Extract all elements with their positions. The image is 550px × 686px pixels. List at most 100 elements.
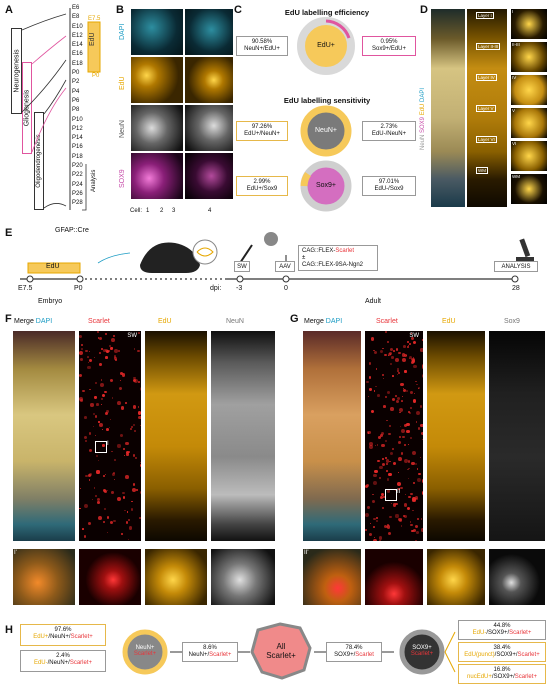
scarlet-speck: [395, 400, 400, 404]
scarlet-speck: [392, 349, 395, 352]
scarlet-speck: [408, 495, 411, 499]
panel-h-shapes: [122, 622, 456, 680]
layer-crops: I II-III IV V VI WM: [510, 8, 548, 208]
scarlet-speck: [398, 456, 403, 461]
scarlet-speck: [373, 538, 377, 541]
scarlet-speck: [407, 477, 410, 479]
scarlet-speck: [388, 472, 392, 477]
g-inset-box: [385, 489, 397, 501]
scarlet-speck: [394, 489, 397, 492]
scarlet-speck: [390, 407, 394, 411]
aav-box: AAV: [275, 261, 295, 272]
scarlet-speck: [371, 500, 375, 504]
scarlet-speck: [402, 387, 405, 389]
eff-right-pct: 0.95%: [380, 39, 398, 45]
sox-left-box: 2.99% EdU+/Sox9: [236, 176, 288, 196]
scarlet-speck: [374, 469, 378, 474]
scarlet-speck: [375, 385, 377, 388]
scarlet-speck: [406, 422, 410, 427]
scarlet-speck: [395, 502, 399, 506]
scarlet-speck: [420, 431, 423, 436]
scarlet-speck: [387, 523, 390, 526]
scarlet-speck: [414, 540, 418, 541]
micrograph-dapi-1: [130, 8, 184, 56]
h-mid2-pct: 78.4%: [345, 645, 363, 651]
scarlet-speck: [94, 495, 97, 498]
h-sox-circle-label: SOX9+ Scarlet+: [404, 645, 440, 657]
scarlet-speck: [411, 333, 413, 335]
embryo-label: Embryo: [38, 298, 63, 305]
scarlet-speck: [421, 528, 423, 532]
h-mid1-sub-a: NeuN+/: [188, 652, 210, 658]
h-neun-circle-label: NeuN+ Scarlet+: [127, 645, 163, 657]
construct-or: ±: [302, 255, 306, 261]
scarlet-speck: [373, 480, 377, 485]
g-title-edu: EdU: [442, 318, 456, 325]
scarlet-speck: [419, 457, 421, 459]
scarlet-speck: [136, 489, 139, 492]
scarlet-speck: [379, 433, 383, 438]
scarlet-speck: [417, 386, 420, 389]
construct-box: CAG::FLEX-Scarlet ± CAG::FLEX-9SA-Ngn2: [298, 245, 378, 271]
scarlet-speck: [416, 468, 419, 470]
stage-p10: P10: [72, 116, 83, 123]
scarlet-speck: [387, 531, 392, 536]
panel-d-side-label: NeuN SOX9 EdU DAPI: [420, 88, 426, 150]
scarlet-speck: [89, 388, 91, 391]
panel-label-d: D: [420, 4, 428, 16]
scarlet-speck: [377, 459, 380, 462]
h-right-box-3: 16.8% nucEdU+/SOX9+/Scarlet+: [458, 664, 546, 684]
scarlet-speck: [132, 487, 137, 492]
scarlet-speck: [96, 331, 99, 334]
scarlet-speck: [121, 373, 126, 377]
stage-p6: P6: [72, 97, 80, 104]
scarlet-speck: [102, 349, 106, 353]
layer-label-0: Layer I: [476, 12, 494, 19]
scarlet-speck: [376, 516, 379, 519]
scarlet-speck: [385, 470, 388, 473]
scarlet-speck: [380, 496, 384, 500]
scarlet-speck: [365, 512, 370, 517]
construct-line-2: CAG::FLEX-9SA-Ngn2: [302, 262, 364, 268]
scarlet-speck: [133, 454, 136, 457]
scarlet-speck: [118, 387, 122, 391]
micrograph-edu-column: [466, 8, 508, 208]
stage-p16: P16: [72, 144, 83, 151]
h-r1-a: EdU-: [472, 630, 487, 636]
scarlet-speck: [96, 403, 99, 407]
scarlet-speck: [133, 405, 137, 409]
scarlet-speck: [422, 438, 423, 441]
stage-p8: P8: [72, 107, 80, 114]
scarlet-speck: [130, 425, 134, 428]
scarlet-speck: [117, 496, 122, 501]
edu-bar-label-e: EdU: [46, 263, 60, 270]
scarlet-speck: [401, 428, 406, 433]
scarlet-speck: [365, 380, 369, 384]
scarlet-speck: [118, 350, 121, 353]
layer-crop-3: V: [510, 107, 548, 139]
panel-a-timeline: Neurogenesis Gliogenesis Oligodendrogene…: [0, 0, 115, 220]
scarlet-speck: [393, 462, 397, 466]
scarlet-speck: [125, 450, 130, 455]
scarlet-speck: [368, 362, 372, 365]
h-r2-pct: 38.4%: [493, 645, 511, 651]
scarlet-speck: [120, 532, 123, 536]
h-r2-sub: EdU(punct)/SOX9+/Scarlet+: [459, 652, 545, 659]
g-title-scarlet: Scarlet: [376, 318, 398, 325]
scarlet-speck: [389, 460, 392, 463]
scarlet-speck: [79, 507, 81, 510]
scarlet-speck: [90, 403, 94, 407]
stage-e18: E18: [72, 60, 83, 67]
f-title-edu: EdU: [158, 318, 172, 325]
g-title-sox9: Sox9: [504, 318, 520, 325]
scarlet-speck: [113, 479, 116, 481]
scarlet-speck: [395, 347, 399, 351]
stage-e12: E12: [72, 32, 83, 39]
scarlet-speck: [410, 492, 413, 495]
scarlet-speck: [380, 492, 385, 497]
scarlet-speck: [389, 516, 392, 519]
scarlet-speck: [415, 498, 418, 501]
scarlet-speck: [79, 373, 83, 377]
scarlet-speck: [406, 345, 410, 348]
scarlet-speck: [385, 463, 388, 466]
